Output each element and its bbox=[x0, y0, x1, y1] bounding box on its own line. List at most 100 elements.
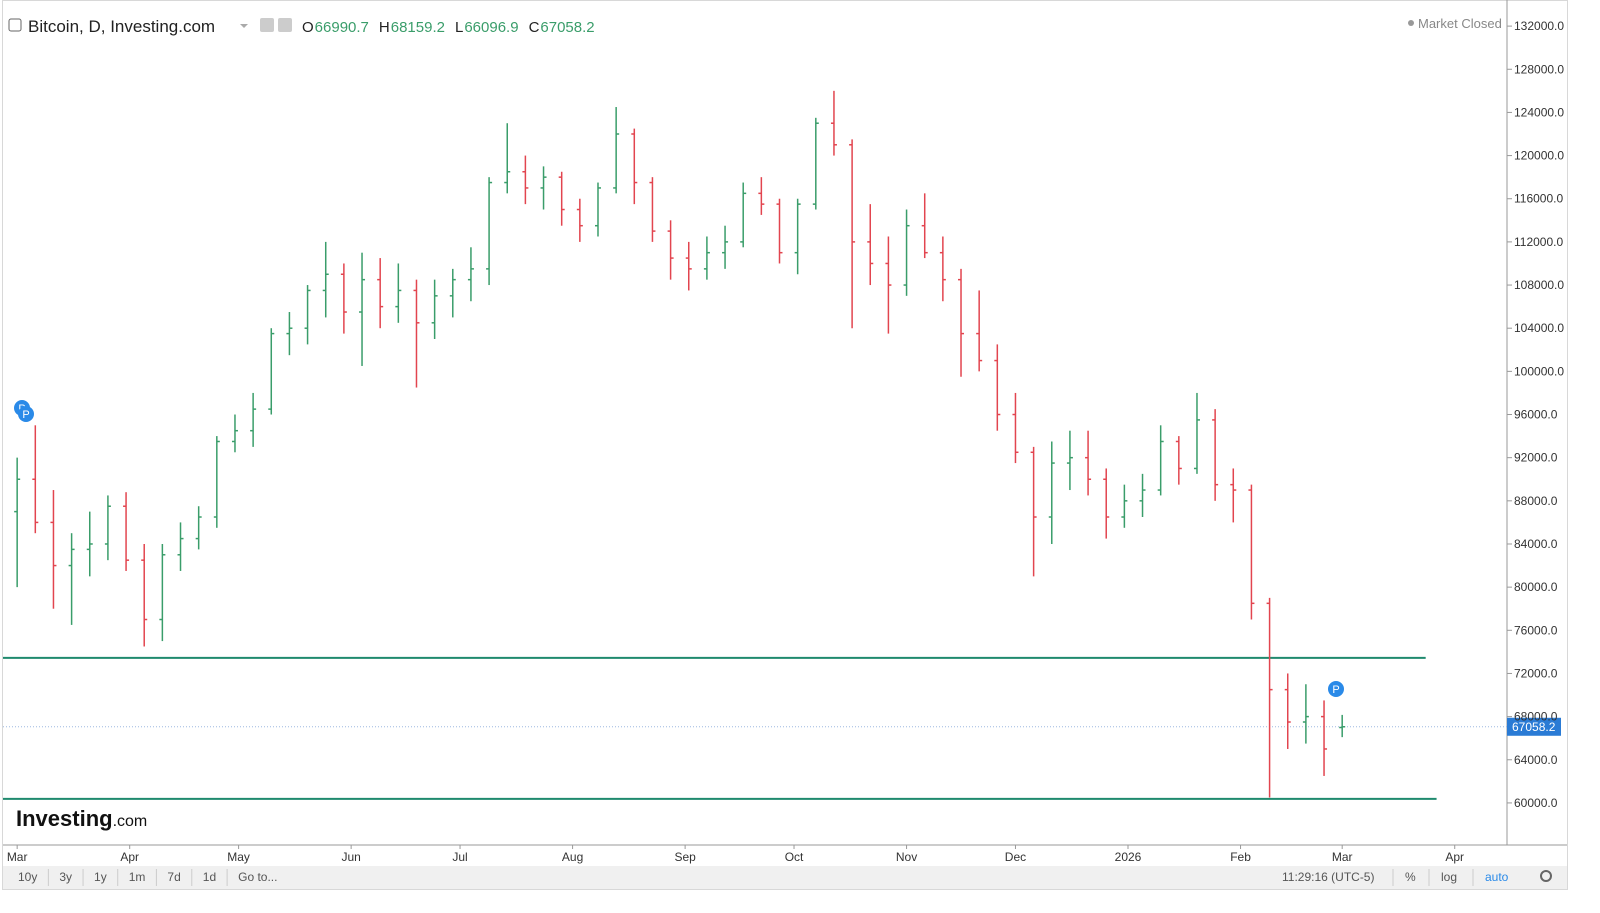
toolbar bbox=[3, 866, 1567, 889]
x-tick-label: Jul bbox=[452, 850, 467, 864]
ohlc-bar bbox=[359, 252, 366, 366]
ohlc-bar bbox=[613, 107, 620, 194]
settings-icon[interactable] bbox=[278, 18, 292, 32]
status-dot bbox=[1408, 20, 1414, 26]
ohlc-bar bbox=[68, 533, 75, 625]
ohlc-bar bbox=[1212, 409, 1219, 501]
ohlc-bar bbox=[558, 171, 565, 226]
ohlc-label: C bbox=[529, 19, 540, 36]
ohlc-bar bbox=[1030, 446, 1037, 577]
x-tick-label: Jun bbox=[341, 850, 360, 864]
range-button[interactable]: 10y bbox=[18, 870, 37, 884]
ohlc-bar bbox=[794, 198, 801, 275]
x-tick-label: May bbox=[227, 850, 250, 864]
collapse-icon[interactable] bbox=[8, 18, 22, 32]
frame bbox=[2, 0, 1568, 890]
x-tick-label: Mar bbox=[7, 850, 28, 864]
x-tick-label: 2026 bbox=[1115, 850, 1142, 864]
ohlc-bar bbox=[1284, 673, 1291, 749]
ohlc-bar bbox=[413, 279, 420, 388]
logo-suffix: .com bbox=[113, 813, 148, 830]
settings-gear[interactable] bbox=[1540, 870, 1552, 882]
ohlc-bar bbox=[1248, 484, 1255, 620]
ohlc-bar bbox=[1012, 392, 1019, 464]
range-button[interactable]: 1d bbox=[203, 870, 216, 884]
ohlc-bar bbox=[14, 457, 21, 588]
ohlc-bar bbox=[1230, 468, 1237, 523]
ohlc-bar bbox=[1302, 684, 1309, 744]
range-button[interactable]: 7d bbox=[167, 870, 180, 884]
ohlc-bar bbox=[504, 123, 511, 194]
ohlc-bar bbox=[286, 312, 293, 356]
ohlc-bar bbox=[123, 492, 130, 571]
y-tick-label: 64000.0 bbox=[1514, 753, 1558, 767]
y-tick-label: 128000.0 bbox=[1514, 62, 1564, 76]
market-status: Market Closed bbox=[1418, 16, 1502, 31]
range-button[interactable]: 1y bbox=[94, 870, 107, 884]
ohlc-bar bbox=[594, 182, 601, 237]
scale-option[interactable]: log bbox=[1441, 870, 1457, 884]
ohlc-bar bbox=[1139, 473, 1146, 518]
ohlc-label: L bbox=[455, 19, 463, 36]
y-tick-label: 60000.0 bbox=[1514, 796, 1558, 810]
dropdown-icon[interactable] bbox=[240, 24, 248, 28]
visibility-icon[interactable] bbox=[260, 18, 274, 32]
ohlc-bar bbox=[903, 209, 910, 296]
ohlc-bar bbox=[958, 268, 965, 377]
ohlc-bar bbox=[322, 241, 329, 318]
ohlc-bar bbox=[849, 139, 856, 329]
y-tick-label: 116000.0 bbox=[1514, 192, 1563, 206]
y-tick-label: 68000.0 bbox=[1514, 710, 1558, 724]
ohlc-bar bbox=[667, 220, 674, 280]
event-marker[interactable] bbox=[18, 406, 34, 422]
ohlc-bar bbox=[104, 495, 111, 561]
logo-brand: Investing bbox=[16, 806, 113, 831]
ohlc-bar bbox=[1121, 484, 1128, 528]
ohlc-bar bbox=[1339, 714, 1346, 738]
y-tick-label: 96000.0 bbox=[1514, 408, 1558, 422]
ohlc-bar bbox=[885, 236, 892, 334]
ohlc-value: 68159.2 bbox=[391, 19, 445, 36]
scale-option[interactable]: % bbox=[1405, 870, 1416, 884]
x-tick-label: Oct bbox=[785, 850, 804, 864]
x-tick-label: Dec bbox=[1005, 850, 1026, 864]
ohlc-value: 66096.9 bbox=[464, 19, 518, 36]
ohlc-bar bbox=[576, 198, 583, 242]
y-tick-label: 72000.0 bbox=[1514, 666, 1558, 680]
current-price-label: 67058.2 bbox=[1512, 720, 1556, 734]
event-marker[interactable] bbox=[1328, 681, 1344, 697]
ohlc-bar bbox=[522, 155, 529, 205]
ohlc-bar bbox=[50, 490, 57, 609]
event-marker-label: P bbox=[1332, 684, 1339, 696]
ohlc-bar bbox=[631, 128, 638, 205]
ohlc-bar bbox=[195, 506, 202, 550]
y-tick-label: 112000.0 bbox=[1514, 235, 1563, 249]
ohlc-bar bbox=[703, 236, 710, 280]
ohlc-bar bbox=[867, 204, 874, 286]
ohlc-bar bbox=[921, 193, 928, 259]
range-button[interactable]: 3y bbox=[59, 870, 72, 884]
ohlc-bar bbox=[540, 166, 547, 210]
ohlc-bar bbox=[812, 117, 819, 210]
y-tick-label: 120000.0 bbox=[1514, 149, 1564, 163]
ohlc-bar bbox=[1321, 700, 1328, 776]
x-tick-label: Apr bbox=[120, 850, 139, 864]
ohlc-bar bbox=[1085, 430, 1092, 496]
y-tick-label: 108000.0 bbox=[1514, 278, 1564, 292]
y-tick-label: 132000.0 bbox=[1514, 19, 1564, 33]
ohlc-bar bbox=[1175, 436, 1182, 485]
scale-option[interactable]: auto bbox=[1485, 870, 1509, 884]
ohlc-bar bbox=[159, 543, 166, 642]
ohlc-bar bbox=[976, 290, 983, 372]
ohlc-bar bbox=[231, 414, 238, 453]
y-tick-label: 84000.0 bbox=[1514, 537, 1558, 551]
ohlc-bar bbox=[467, 247, 474, 302]
ohlc-bar bbox=[304, 285, 311, 345]
ohlc-bar bbox=[1266, 597, 1273, 798]
ohlc-bar bbox=[32, 425, 39, 534]
range-button[interactable]: 1m bbox=[129, 870, 146, 884]
x-tick-label: Aug bbox=[562, 850, 583, 864]
goto-button[interactable]: Go to... bbox=[238, 870, 277, 884]
